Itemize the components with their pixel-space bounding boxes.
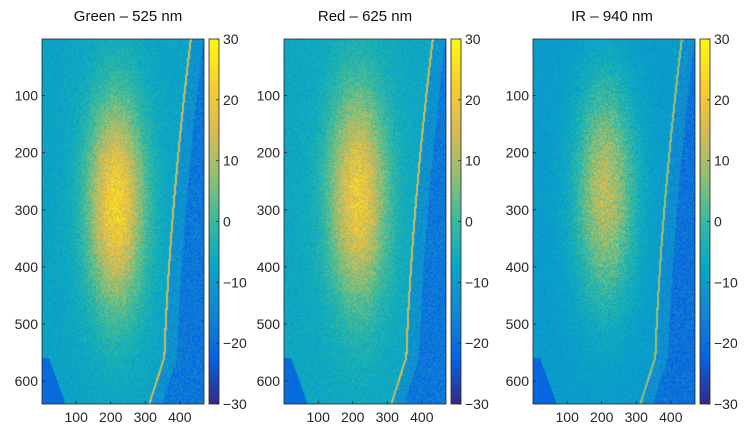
colorbar-tick-label: −10 (465, 274, 489, 290)
x-tick-label: 400 (659, 409, 683, 425)
panel-title-ir: IR – 940 nm (571, 8, 653, 25)
colorbar-tick-label: 30 (714, 31, 730, 47)
x-tick-label: 400 (168, 409, 192, 425)
y-tick-label: 100 (15, 88, 39, 104)
y-ticks-ir: 100 200 300 400 500 600 (506, 88, 536, 389)
x-ticks-ir: 100 200 300 400 (556, 401, 683, 425)
colorbar-tick-label: 10 (714, 153, 730, 169)
x-tick-label: 100 (307, 409, 331, 425)
x-tick-label: 300 (625, 409, 649, 425)
x-tick-label: 100 (556, 409, 580, 425)
heatmap-image-green (42, 39, 204, 404)
y-tick-label: 100 (506, 88, 530, 104)
y-tick-label: 400 (15, 259, 39, 275)
x-tick-label: 400 (410, 409, 434, 425)
panel-red: Red – 625 nm 100 200 300 400 10020030040050… (257, 8, 489, 425)
y-tick-label: 600 (506, 373, 530, 389)
colorbar-tick-label: 20 (465, 92, 481, 108)
colorbar-tick-label: −20 (714, 335, 738, 351)
heatmap-image-red (284, 39, 446, 404)
y-tick-label: 300 (15, 202, 39, 218)
colorbar-tick-label: 30 (223, 31, 239, 47)
y-tick-label: 300 (257, 202, 281, 218)
axes-frame-green (41, 38, 205, 405)
colorbar-tick-label: −30 (465, 396, 489, 412)
y-tick-label: 600 (15, 373, 39, 389)
y-tick-label: 600 (257, 373, 281, 389)
axes-frame-ir (532, 38, 696, 405)
y-tick-label: 100 (257, 88, 281, 104)
panel-green: Green – 525 nm 100 200 300 400 100200300400… (15, 8, 247, 425)
panel-title-red: Red – 625 nm (318, 8, 412, 25)
y-ticks-red: 100 200 300 400 500 600 (257, 88, 287, 389)
y-tick-label: 500 (15, 316, 39, 332)
colorbar-tick-label: −30 (223, 396, 247, 412)
x-tick-label: 200 (590, 409, 614, 425)
x-tick-label: 200 (99, 409, 123, 425)
x-tick-label: 300 (134, 409, 158, 425)
colorbar-tick-label: 10 (465, 153, 481, 169)
colorbar-tick-label: 0 (223, 214, 231, 230)
x-tick-label: 200 (341, 409, 365, 425)
colorbar-tick-label: −10 (223, 274, 247, 290)
y-tick-label: 200 (506, 145, 530, 161)
x-ticks-red: 100 200 300 400 (307, 401, 434, 425)
colorbar-tick-label: 0 (465, 214, 473, 230)
colorbar-tick-label: 30 (465, 31, 481, 47)
y-tick-label: 300 (506, 202, 530, 218)
colorbar-tick-label: −10 (714, 274, 738, 290)
colorbar-ticks-ir: 30 20 10 0 −10 −20 −30 (707, 31, 738, 412)
colorbar-ticks-red: 30 20 10 0 −10 −20 −30 (458, 31, 489, 412)
colorbar-tick-label: −30 (714, 396, 738, 412)
colorbar-tick-label: 20 (714, 92, 730, 108)
x-tick-label: 100 (65, 409, 89, 425)
colorbar-tick-label: 10 (223, 153, 239, 169)
y-tick-label: 500 (257, 316, 281, 332)
panel-title-green: Green – 525 nm (74, 8, 182, 25)
x-ticks-green: 100 200 300 400 (65, 401, 192, 425)
y-ticks-green: 100 200 300 400 500 600 (15, 88, 45, 389)
colorbar-ticks-green: 30 20 10 0 −10 −20 −30 (216, 31, 247, 412)
heatmap-image-ir (533, 39, 695, 404)
y-tick-label: 200 (257, 145, 281, 161)
colorbar-tick-label: −20 (223, 335, 247, 351)
y-tick-label: 400 (257, 259, 281, 275)
colorbar-tick-label: 20 (223, 92, 239, 108)
y-tick-label: 200 (15, 145, 39, 161)
colorbar-tick-label: −20 (465, 335, 489, 351)
y-tick-label: 500 (506, 316, 530, 332)
y-tick-label: 400 (506, 259, 530, 275)
colorbar-tick-label: 0 (714, 214, 722, 230)
panel-ir: IR – 940 nm 100 200 300 400 100200300400500… (506, 8, 738, 425)
x-tick-label: 300 (376, 409, 400, 425)
axes-frame-red (283, 38, 447, 405)
